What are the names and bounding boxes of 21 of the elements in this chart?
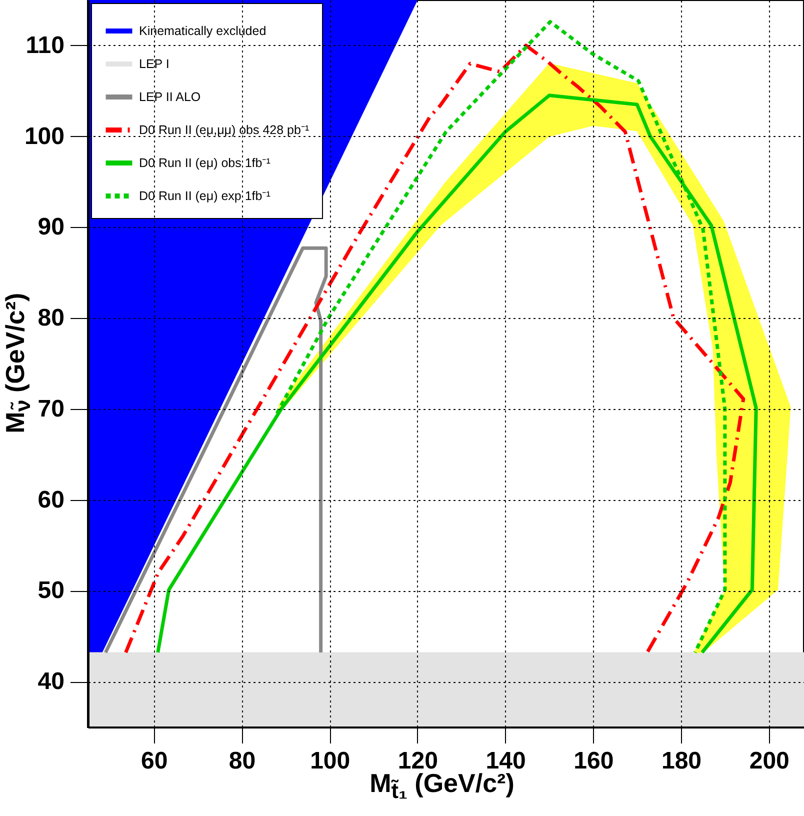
x-tick-label: 160 (574, 748, 614, 774)
legend-label: Kinematically excluded (139, 24, 266, 38)
y-tick-label: 80 (38, 304, 64, 332)
x-tick-label: 80 (228, 748, 256, 774)
x-tick-label: 100 (310, 748, 350, 774)
legend-label: LEP I (139, 57, 170, 71)
x-tick-label: 180 (661, 748, 702, 774)
legend-label: D0 Run II (eμ) obs 1fb⁻¹ (139, 156, 270, 170)
x-tick-label: 200 (749, 748, 790, 774)
y-tick-label: 50 (38, 577, 64, 604)
legend-label: LEP II ALO (139, 90, 201, 104)
y-tick-label: 110 (26, 32, 64, 59)
x-tick-label: 60 (141, 748, 168, 774)
y-tick-label: 100 (24, 122, 64, 150)
legend-label: D0 Run II (eμ) exp 1fb⁻¹ (139, 189, 270, 203)
y-tick-label: 90 (38, 214, 64, 241)
y-tick-label: 40 (38, 668, 64, 696)
y-tick-label: 70 (38, 395, 64, 422)
line-series (104, 246, 328, 654)
legend-label: D0 Run II (eμ,μμ) obs 428 pb⁻¹ (139, 123, 310, 137)
y-tick-label: 60 (38, 486, 64, 514)
